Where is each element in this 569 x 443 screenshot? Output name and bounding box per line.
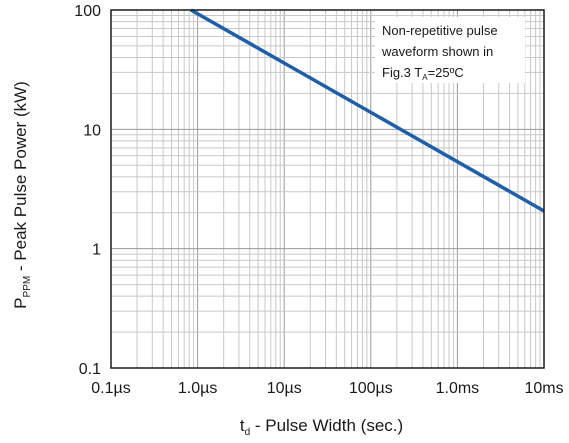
annotation-line-1: Non-repetitive pulse (382, 23, 498, 38)
x-axis-description: - Pulse Width (sec.) (250, 416, 403, 435)
x-tick-label: 10ms (524, 380, 563, 397)
x-tick-label: 1.0µs (178, 380, 217, 397)
annotation-line-2: waveform shown in (381, 44, 493, 59)
annotation-temperature: =25ºC (428, 65, 464, 80)
y-tick-label: 100 (74, 3, 101, 20)
y-axis-title: PPPM - Peak Pulse Power (kW) (11, 81, 33, 309)
data-series (190, 8, 545, 213)
x-tick-label: 100µs (349, 380, 393, 397)
y-tick-label: 0.1 (79, 361, 101, 378)
plot-frame (110, 9, 545, 369)
y-axis-description: - Peak Pulse Power (kW) (11, 81, 30, 276)
annotation-fig-ref: Fig.3 T (382, 65, 422, 80)
x-axis-subscript: d (245, 427, 251, 438)
x-tick-label: 10µs (267, 380, 302, 397)
y-tick-label: 10 (83, 122, 101, 139)
x-tick-labels: 0.1µs 1.0µs 10µs 100µs 1.0ms 10ms (91, 380, 563, 397)
y-axis-symbol: P (11, 297, 30, 308)
annotation-subscript: A (422, 73, 428, 82)
annotation-box: Non-repetitive pulse waveform shown in F… (375, 17, 525, 83)
annotation-background (375, 17, 525, 83)
x-axis-title: td - Pulse Width (sec.) (240, 416, 403, 438)
grid-lines (110, 10, 544, 369)
y-tick-labels: 0.1 1 10 100 (74, 3, 101, 378)
y-axis-subscript: PPM (22, 276, 33, 298)
annotation-line-3: Fig.3 TA=25ºC (382, 65, 464, 82)
x-axis-symbol: t (240, 416, 245, 435)
x-tick-label: 0.1µs (91, 380, 130, 397)
x-tick-label: 1.0ms (436, 380, 480, 397)
series-line (190, 8, 545, 213)
y-tick-label: 1 (92, 242, 101, 259)
